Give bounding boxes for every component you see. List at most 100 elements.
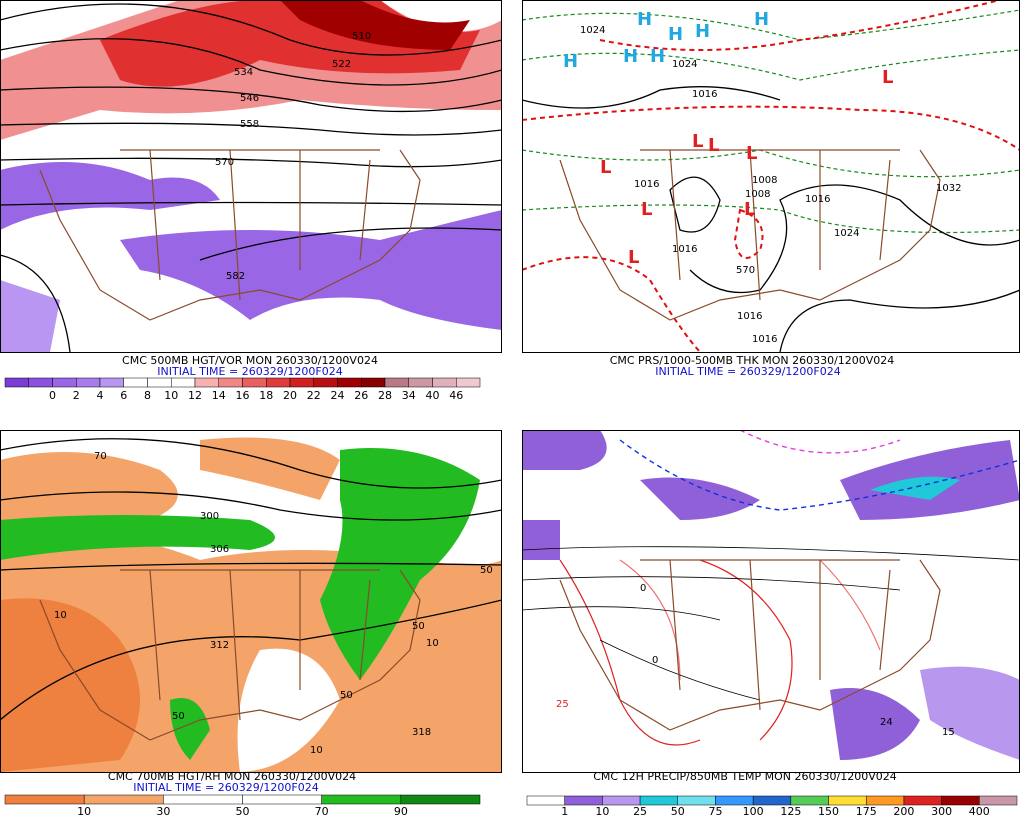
colorbar-swatch	[828, 795, 867, 806]
contour-label: 0	[640, 583, 646, 594]
colorbar-swatch	[242, 794, 322, 805]
low-marker: L	[708, 135, 719, 156]
high-marker: H	[650, 46, 665, 67]
high-marker: H	[668, 24, 683, 45]
contour-label: 1024	[672, 59, 697, 70]
colorbar-label: 24	[331, 389, 345, 402]
low-marker: L	[746, 143, 757, 164]
colorbar-swatch	[218, 377, 243, 388]
contour-label: 25	[556, 699, 569, 710]
contour-label: 534	[234, 67, 253, 78]
colorbar-swatch	[266, 377, 291, 388]
initial-time: INITIAL TIME = 260329/1200F024	[157, 365, 342, 378]
colorbar-swatch	[865, 795, 905, 806]
contour-label: 558	[240, 119, 259, 130]
colorbar-label: 12	[188, 389, 202, 402]
colorbar-swatch	[677, 795, 716, 806]
colorbar-swatch	[384, 377, 409, 388]
contour-label: 570	[215, 157, 234, 168]
colorbar-label: 75	[708, 805, 722, 818]
panel-precip: 0 0 15 25 24 CMC 12H PRECIP/850MB TEMP M…	[522, 430, 1020, 818]
contour-label: 10	[54, 610, 67, 621]
low-marker: L	[692, 131, 703, 152]
high-marker: H	[637, 9, 652, 30]
contour-label: 1024	[580, 25, 605, 36]
colorbar-swatch	[408, 377, 433, 388]
colorbar: 1 10 25 50 75 100 125 150 175 200 300 400	[526, 795, 1018, 818]
colorbar-swatch	[4, 794, 85, 805]
contour-label: 1032	[936, 183, 961, 194]
panel-caption: CMC 500MB HGT/VOR MON 260330/1200V024	[122, 354, 378, 367]
contour-label: 50	[412, 621, 425, 632]
colorbar-swatch	[526, 795, 565, 806]
contour-label: 10	[426, 638, 439, 649]
contour-label: 510	[352, 31, 371, 42]
contour-label: 24	[880, 717, 893, 728]
colorbar-swatch	[194, 377, 219, 388]
colorbar-label: 40	[426, 389, 440, 402]
contour-label: 10	[310, 745, 323, 756]
colorbar-label: 6	[120, 389, 127, 402]
colorbar-swatch	[337, 377, 362, 388]
low-marker: L	[628, 247, 639, 268]
contour-label: 300	[200, 511, 219, 522]
contour-label: 1016	[737, 311, 762, 322]
colorbar-swatch	[289, 377, 314, 388]
colorbar-label: 14	[212, 389, 226, 402]
colorbar-swatch	[83, 794, 164, 805]
contour-label: 15	[942, 727, 955, 738]
low-marker: L	[882, 67, 893, 88]
colorbar-swatch	[456, 377, 481, 388]
panel-caption: CMC PRS/1000-500MB THK MON 260330/1200V0…	[610, 354, 895, 367]
colorbar-swatch	[639, 795, 679, 806]
colorbar-swatch	[400, 794, 481, 805]
contour-label: 1016	[805, 194, 830, 205]
contour-label: 50	[340, 690, 353, 701]
colorbar-swatch	[52, 377, 77, 388]
colorbar-label: 400	[969, 805, 990, 818]
colorbar-label: 10	[77, 805, 91, 818]
contour-label: 1024	[834, 228, 859, 239]
contour-label: 312	[210, 640, 229, 651]
colorbar-swatch	[163, 794, 243, 805]
colorbar-label: 50	[236, 805, 250, 818]
contour-label: 582	[226, 271, 245, 282]
contour-label: 570	[736, 265, 755, 276]
colorbar-label: 18	[259, 389, 273, 402]
low-marker: L	[744, 199, 755, 220]
contour-label: 306	[210, 544, 229, 555]
colorbar-swatch	[903, 795, 942, 806]
colorbar-label: 0	[49, 389, 56, 402]
low-marker: L	[600, 157, 611, 178]
contour-label: 522	[332, 59, 351, 70]
colorbar-label: 26	[354, 389, 368, 402]
high-marker: H	[754, 9, 769, 30]
contour-label: 1016	[634, 179, 659, 190]
panel-pressure-thickness: 1024 1024 1016 1016 1008 1008 1016 1016 …	[522, 0, 1020, 378]
high-marker: H	[563, 51, 578, 72]
colorbar-label: 300	[931, 805, 952, 818]
colorbar-label: 200	[893, 805, 914, 818]
contour-label: 1016	[752, 334, 777, 345]
panel-700mb: 306 300 312 318 50 50 50 10 10 10 50 70 …	[0, 430, 502, 818]
low-marker: L	[641, 199, 652, 220]
colorbar-label: 8	[144, 389, 151, 402]
colorbar: 10 30 50 70 90	[4, 794, 481, 818]
contour-label: 1016	[672, 244, 697, 255]
contour-label: 318	[412, 727, 431, 738]
colorbar-swatch	[361, 377, 386, 388]
colorbar-label: 25	[633, 805, 647, 818]
panel-500mb: 510 522 534 546 558 570 582 CMC 500MB HG…	[0, 0, 502, 402]
contour-label: 1008	[745, 189, 770, 200]
colorbar-swatch	[123, 377, 148, 388]
initial-time: INITIAL TIME = 260329/1200F024	[133, 781, 318, 794]
colorbar-label: 50	[671, 805, 685, 818]
colorbar-swatch	[715, 795, 754, 806]
panel-caption: CMC 12H PRECIP/850MB TEMP MON 260330/120…	[593, 770, 897, 783]
high-marker: H	[695, 21, 710, 42]
colorbar-swatch	[790, 795, 829, 806]
colorbar-label: 34	[402, 389, 416, 402]
colorbar-label: 125	[780, 805, 801, 818]
colorbar-swatch	[242, 377, 267, 388]
